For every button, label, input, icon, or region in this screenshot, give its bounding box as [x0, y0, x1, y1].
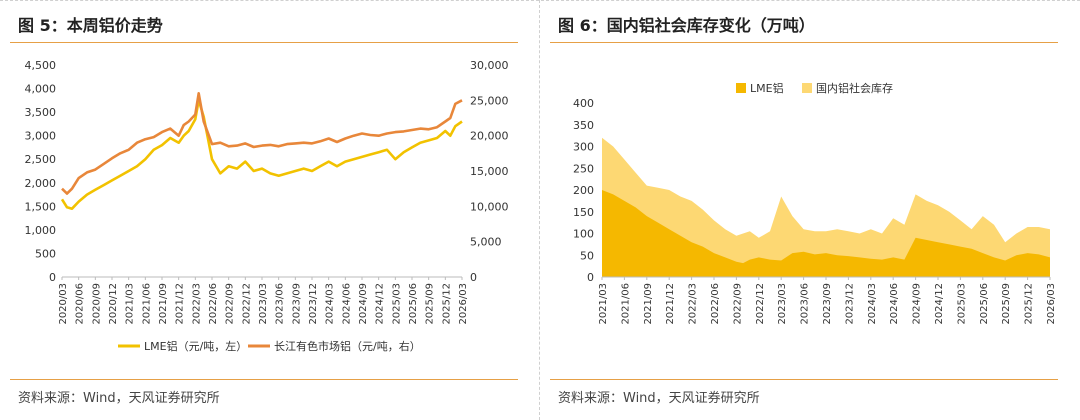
- right-source-rule: [550, 379, 1058, 380]
- x-tick-label: 2023/12: [844, 283, 855, 325]
- x-tick-label: 2024/12: [934, 283, 945, 325]
- x-tick-label: 2024/06: [889, 283, 900, 325]
- aluminum-price-chart: 0 500 1,000 1,500 2,000 2,500 3,000 3,500 4,000 4…: [25, 59, 509, 353]
- y-right-tick-label: 0: [470, 271, 477, 284]
- legend-lme-label: LME铝: [750, 81, 784, 95]
- x-tick-label: 2024/03: [325, 283, 336, 325]
- x-tick-label: 2023/06: [275, 283, 286, 325]
- y-tick-label: 150: [573, 206, 594, 219]
- y-tick-label: 250: [573, 162, 594, 175]
- x-tick-label: 2023/09: [291, 283, 302, 325]
- x-tick-label: 2020/09: [91, 283, 102, 325]
- y-left-tick-label: 0: [49, 271, 56, 284]
- y-tick-label: 300: [573, 141, 594, 154]
- lme-aluminum-series-line: [60, 98, 463, 210]
- y-right-tick-label: 15,000: [470, 165, 509, 178]
- right-title-rule: [550, 42, 1058, 43]
- x-tick-label: 2020/03: [58, 283, 69, 325]
- x-tick-label: 2021/03: [125, 283, 136, 325]
- x-tick-label: 2022/06: [710, 283, 721, 325]
- x-tick-label: 2023/03: [777, 283, 788, 325]
- left-source-note: 资料来源：Wind，天风证券研究所: [18, 391, 220, 406]
- y-tick-label: 200: [573, 184, 594, 197]
- right-source-note: 资料来源：Wind，天风证券研究所: [558, 391, 760, 406]
- x-tick-label: 2021/09: [643, 283, 654, 325]
- y-left-tick-label: 1,500: [25, 200, 57, 213]
- legend-domestic-label: 国内铝社会库存: [816, 81, 893, 95]
- x-tick-label: 2025/03: [391, 283, 402, 325]
- left-title-rule: [10, 42, 518, 43]
- x-tick-label: 2025/12: [441, 283, 452, 325]
- y-left-tick-label: 500: [35, 247, 56, 260]
- x-tick-label: 2024/09: [358, 283, 369, 325]
- x-tick-label: 2021/03: [598, 283, 609, 325]
- x-tick-label: 2023/09: [822, 283, 833, 325]
- x-tick-label: 2022/12: [241, 283, 252, 325]
- y-left-tick-label: 3,500: [25, 106, 57, 119]
- x-tick-label: 2022/09: [225, 283, 236, 325]
- y-tick-label: 400: [573, 97, 594, 110]
- top-border: [0, 0, 1080, 1]
- y-left-tick-label: 4,000: [25, 83, 57, 96]
- x-tick-label: 2024/06: [341, 283, 352, 325]
- y-left-tick-label: 3,000: [25, 130, 57, 143]
- x-tick-label: 2025/09: [1001, 283, 1012, 325]
- x-tick-label: 2023/06: [800, 283, 811, 325]
- left-chart-panel: 图 5：本周铝价走势 0 500 1,000 1,500 2,000 2,500 3,000…: [10, 16, 518, 406]
- y-tick-label: 0: [587, 271, 594, 284]
- y-left-tick-label: 2,500: [25, 153, 57, 166]
- legend-changjiang-label: 长江有色市场铝（元/吨，右）: [274, 339, 421, 353]
- y-right-tick-label: 25,000: [470, 94, 509, 107]
- x-tick-label: 2025/03: [956, 283, 967, 325]
- y-tick-label: 50: [580, 249, 594, 262]
- x-tick-label: 2025/12: [1024, 283, 1035, 325]
- x-tick-label: 2020/12: [108, 283, 119, 325]
- x-tick-label: 2021/12: [175, 283, 186, 325]
- x-tick-label: 2022/06: [208, 283, 219, 325]
- panel-divider: [539, 0, 540, 420]
- x-tick-label: 2021/06: [620, 283, 631, 325]
- x-tick-label: 2021/09: [158, 283, 169, 325]
- x-tick-label: 2025/06: [979, 283, 990, 325]
- legend-domestic-swatch: [802, 83, 812, 93]
- x-tick-label: 2026/03: [1046, 283, 1057, 325]
- x-tick-label: 2022/03: [688, 283, 699, 325]
- y-left-tick-label: 1,000: [25, 224, 57, 237]
- x-tick-label: 2020/06: [75, 283, 86, 325]
- x-tick-label: 2023/03: [258, 283, 269, 325]
- y-tick-label: 100: [573, 228, 594, 241]
- y-right-tick-label: 30,000: [470, 59, 509, 72]
- x-tick-label: 2026/03: [458, 283, 469, 325]
- y-tick-label: 350: [573, 119, 594, 132]
- lme-inventory-area: [602, 190, 1050, 277]
- x-tick-label: 2024/09: [912, 283, 923, 325]
- y-left-tick-label: 4,500: [25, 59, 57, 72]
- y-right-tick-label: 20,000: [470, 130, 509, 143]
- x-tick-label: 2024/12: [375, 283, 386, 325]
- x-tick-label: 2021/12: [665, 283, 676, 325]
- x-tick-label: 2021/06: [141, 283, 152, 325]
- y-left-tick-label: 2,000: [25, 177, 57, 190]
- x-tick-label: 2024/03: [867, 283, 878, 325]
- x-tick-label: 2025/06: [408, 283, 419, 325]
- left-source-rule: [10, 379, 518, 380]
- legend-lme-label: LME铝（元/吨，左）: [144, 339, 247, 353]
- x-tick-label: 2023/12: [308, 283, 319, 325]
- y-right-tick-label: 10,000: [470, 200, 509, 213]
- legend-lme-swatch: [736, 83, 746, 93]
- changjiang-aluminum-series-line: [61, 91, 463, 195]
- right-chart-title: 图 6：国内铝社会库存变化（万吨）: [558, 16, 815, 35]
- aluminum-inventory-chart: 0 50 100 150 200 250 300 350 400 2021/03 2021/06 20…: [573, 81, 1057, 325]
- x-tick-label: 2022/09: [732, 283, 743, 325]
- y-right-tick-label: 5,000: [470, 236, 502, 249]
- x-tick-label: 2022/03: [191, 283, 202, 325]
- left-chart-title: 图 5：本周铝价走势: [18, 16, 163, 35]
- x-tick-label: 2022/12: [755, 283, 766, 325]
- x-tick-label: 2025/09: [425, 283, 436, 325]
- right-chart-panel: 图 6：国内铝社会库存变化（万吨） 0 50 100 150 200 250 300 350 4…: [540, 0, 1080, 420]
